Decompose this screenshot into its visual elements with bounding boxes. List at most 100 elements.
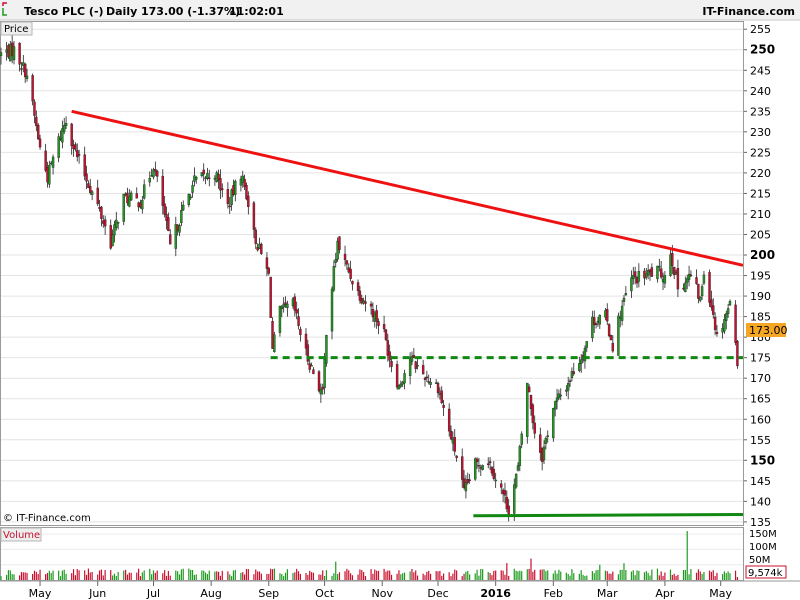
volume-bar [422,573,424,580]
volume-bar [151,574,153,580]
candle-body [312,369,315,374]
candle-body [332,266,336,291]
candle-body [421,365,425,375]
candle-body [295,309,298,314]
time-tick-nov: Nov [371,587,393,600]
volume-bar [149,568,151,580]
candle-body [611,342,615,352]
volume-bar [113,573,116,580]
candle-body [141,199,144,210]
candle-body [319,389,323,395]
volume-bar [110,570,112,580]
volume-bar [338,572,341,580]
candle-body [399,383,403,387]
candle-body [598,315,602,325]
volume-bar [621,569,623,580]
volume-bar [487,571,489,580]
volume-tick-150m: 150M [749,529,777,540]
volume-bar [398,570,400,580]
price-panel-label: Price [4,24,28,35]
candle-body [282,303,285,308]
volume-bar [569,575,571,580]
price-tick-240: 240 [750,85,771,98]
volume-bar [247,569,249,580]
candle-body [686,278,689,283]
volume-bar [725,573,727,580]
volume-bar [478,575,480,580]
candle-body [477,465,481,467]
candle-body [555,397,559,402]
volume-bar [377,570,380,580]
volume-bar [260,573,262,580]
volume-bar [227,571,229,580]
candle-body [310,365,313,367]
volume-tick-100m: 100M [749,542,777,553]
candle-body [566,383,570,391]
volume-bar [396,573,398,580]
candle-body [464,482,468,492]
candle-body [148,177,151,183]
candle-body [723,319,726,332]
volume-bar [491,575,493,580]
volume-bar [729,573,731,580]
volume-bar [312,572,315,580]
header-quote: 173.00 (-1.37%) [141,5,240,18]
volume-bar [130,572,132,580]
support-level-2 [473,513,744,518]
candle-body [206,173,209,179]
candle-body [728,301,732,306]
candle-body [330,288,334,332]
candle-body [552,408,555,439]
volume-bar [361,570,363,580]
volume-bar [517,571,519,580]
volume-bar [85,574,88,580]
volume-bar [482,569,484,580]
candle-body [633,271,637,277]
candle-body [658,265,661,268]
volume-bar [208,570,210,580]
candle-body [325,334,328,364]
volume-bar [411,568,413,580]
candle-body [684,282,687,293]
candle-body [725,313,728,321]
volume-bar [528,568,530,580]
candle-body [154,169,157,172]
time-tick-apr: Apr [655,587,675,600]
volume-bar [167,571,169,580]
volume-panel-label: Volume [3,530,40,541]
volume-bar [376,570,378,580]
candle-body [76,150,79,158]
volume-bar [426,571,428,580]
volume-bar [203,570,205,580]
volume-bar [182,568,184,580]
candle-body [526,382,529,437]
candle-body [390,361,393,367]
volume-bar [193,574,196,580]
candle-body [388,351,391,361]
volume-bar [586,575,588,580]
candle-body [570,371,574,379]
header-instrument: Tesco PLC (-) [24,5,104,18]
volume-tick-50m: 50M [749,555,770,566]
volume-bar [519,570,521,580]
candle-body [697,284,700,299]
volume-bar [476,569,478,580]
volume-bar [22,572,24,580]
volume-bar [710,571,712,580]
volume-bar [268,573,270,580]
candle-body [620,305,624,321]
volume-bar [24,572,26,580]
candle-body [546,435,549,437]
volume-bar [448,572,450,580]
candle-body [356,282,360,292]
volume-bar [331,575,333,580]
candle-body [349,268,352,279]
candle-body [377,321,380,326]
volume-bar [188,568,190,580]
volume-bar [545,571,547,580]
volume-bar [480,568,482,580]
candle-body [44,150,47,171]
candle-body [427,381,430,383]
volume-bar [309,570,311,580]
volume-bar [45,574,47,580]
